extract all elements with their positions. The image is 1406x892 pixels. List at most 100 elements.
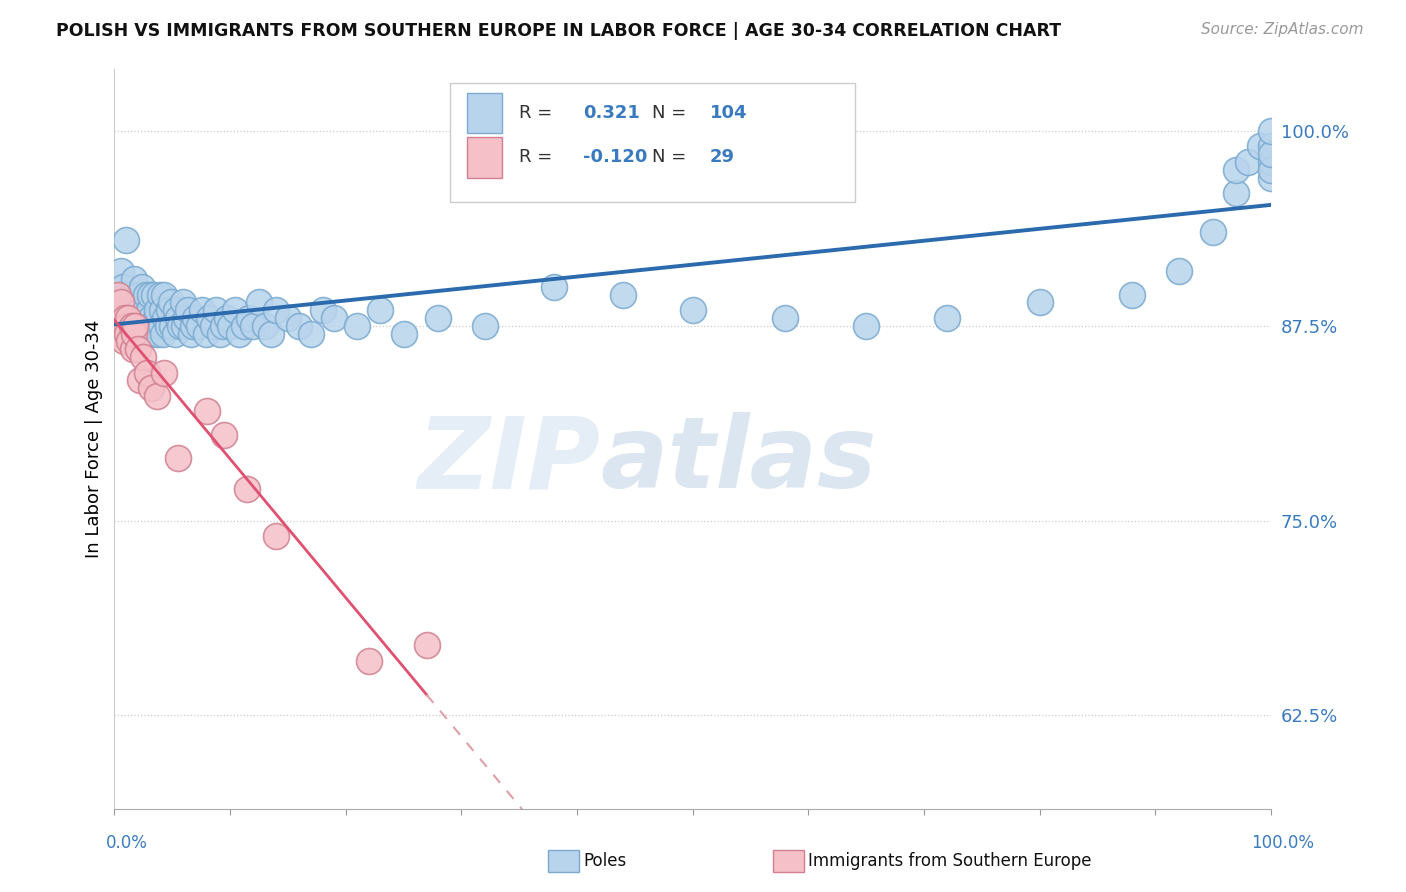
Point bbox=[115, 287, 138, 301]
Point bbox=[174, 310, 197, 325]
Point bbox=[115, 233, 138, 247]
Point bbox=[153, 366, 176, 380]
Point bbox=[198, 310, 221, 325]
Point bbox=[253, 318, 276, 333]
Point bbox=[266, 529, 288, 543]
Point bbox=[1260, 124, 1282, 138]
Point bbox=[146, 389, 169, 403]
Y-axis label: In Labor Force | Age 30-34: In Labor Force | Age 30-34 bbox=[86, 319, 103, 558]
FancyBboxPatch shape bbox=[450, 83, 855, 202]
Point bbox=[370, 303, 392, 318]
Point bbox=[128, 373, 150, 387]
Point bbox=[205, 303, 228, 318]
Text: Immigrants from Southern Europe: Immigrants from Southern Europe bbox=[808, 852, 1092, 870]
Point bbox=[128, 326, 150, 341]
Point bbox=[855, 318, 877, 333]
Text: POLISH VS IMMIGRANTS FROM SOUTHERN EUROPE IN LABOR FORCE | AGE 30-34 CORRELATION: POLISH VS IMMIGRANTS FROM SOUTHERN EUROP… bbox=[56, 22, 1062, 40]
Point bbox=[242, 318, 264, 333]
Point bbox=[139, 287, 162, 301]
Point bbox=[122, 310, 145, 325]
Text: N =: N = bbox=[652, 148, 686, 167]
Point bbox=[114, 310, 136, 325]
Point bbox=[110, 295, 132, 310]
Point bbox=[132, 318, 155, 333]
Point bbox=[134, 310, 156, 325]
Point bbox=[311, 303, 333, 318]
Point bbox=[115, 326, 138, 341]
Point bbox=[148, 287, 170, 301]
Point bbox=[141, 310, 163, 325]
Point bbox=[110, 264, 132, 278]
Point bbox=[145, 310, 167, 325]
Point bbox=[682, 303, 704, 318]
Point bbox=[219, 318, 242, 333]
Point bbox=[138, 303, 160, 318]
Point bbox=[141, 381, 163, 395]
Point bbox=[122, 342, 145, 356]
Point bbox=[1121, 287, 1143, 301]
Point bbox=[125, 295, 148, 310]
Point bbox=[177, 303, 200, 318]
Text: Source: ZipAtlas.com: Source: ZipAtlas.com bbox=[1201, 22, 1364, 37]
Point bbox=[181, 318, 204, 333]
Point bbox=[184, 310, 207, 325]
Text: Poles: Poles bbox=[583, 852, 627, 870]
Point bbox=[120, 287, 142, 301]
Point bbox=[118, 326, 141, 341]
Point bbox=[117, 310, 139, 325]
Point bbox=[1249, 139, 1271, 153]
Point bbox=[415, 638, 437, 652]
Point bbox=[112, 334, 135, 349]
Point bbox=[288, 318, 311, 333]
Point bbox=[165, 303, 187, 318]
Bar bbox=[467, 137, 502, 178]
Point bbox=[111, 318, 134, 333]
Text: atlas: atlas bbox=[600, 412, 877, 509]
Point bbox=[167, 451, 190, 466]
Point bbox=[1260, 170, 1282, 185]
Text: N =: N = bbox=[652, 104, 686, 122]
Point bbox=[143, 318, 166, 333]
Point bbox=[1225, 162, 1247, 177]
Point bbox=[266, 303, 288, 318]
Point bbox=[228, 326, 250, 341]
Point bbox=[212, 318, 235, 333]
Point bbox=[128, 287, 150, 301]
Point bbox=[191, 303, 214, 318]
Point bbox=[775, 310, 797, 325]
Point bbox=[124, 318, 146, 333]
Point bbox=[142, 287, 165, 301]
Point bbox=[122, 272, 145, 286]
Point bbox=[1260, 155, 1282, 169]
Point bbox=[156, 318, 179, 333]
Point bbox=[118, 334, 141, 349]
Point bbox=[214, 428, 236, 442]
Point bbox=[259, 326, 281, 341]
Point bbox=[163, 326, 186, 341]
Text: ZIP: ZIP bbox=[418, 412, 600, 509]
Point bbox=[108, 310, 131, 325]
Text: R =: R = bbox=[519, 148, 553, 167]
Point bbox=[1260, 147, 1282, 161]
Point bbox=[131, 279, 153, 293]
Point bbox=[129, 303, 152, 318]
Point bbox=[1029, 295, 1052, 310]
Point bbox=[112, 303, 135, 318]
Bar bbox=[467, 93, 502, 133]
Point bbox=[936, 310, 959, 325]
Point bbox=[135, 366, 157, 380]
Point bbox=[194, 326, 217, 341]
Point bbox=[124, 318, 146, 333]
Point bbox=[135, 287, 157, 301]
Text: 0.321: 0.321 bbox=[583, 104, 640, 122]
Point bbox=[152, 326, 174, 341]
Text: 29: 29 bbox=[710, 148, 735, 167]
Point bbox=[121, 303, 143, 318]
Point bbox=[127, 303, 149, 318]
Text: 0.0%: 0.0% bbox=[105, 834, 148, 852]
Point bbox=[357, 654, 380, 668]
Point bbox=[142, 326, 165, 341]
Point bbox=[323, 310, 346, 325]
Point bbox=[1225, 186, 1247, 201]
Point bbox=[1260, 162, 1282, 177]
